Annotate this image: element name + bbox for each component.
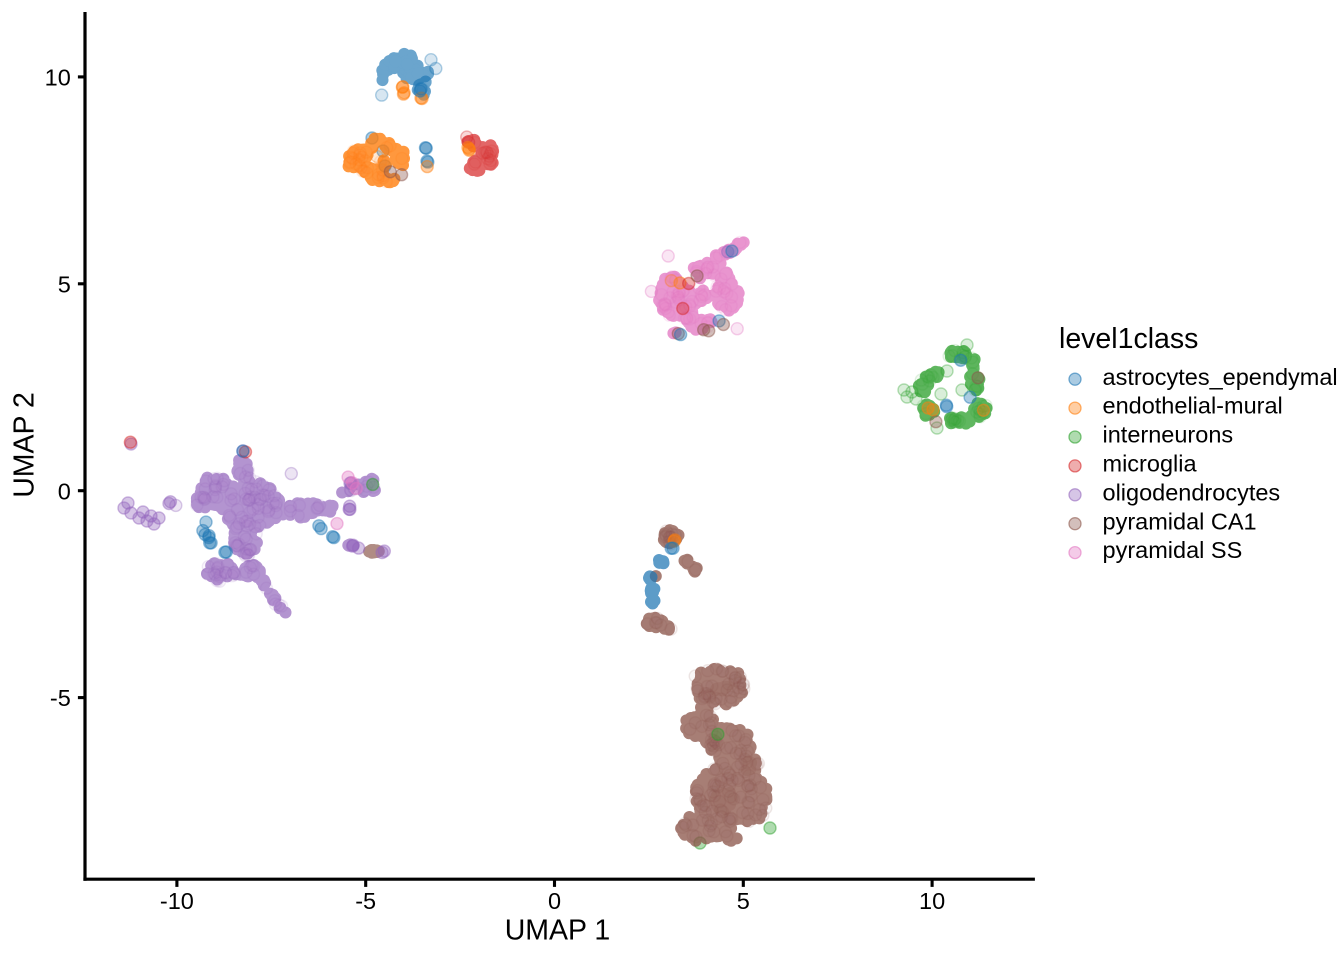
svg-text:-5: -5	[50, 685, 71, 711]
svg-text:level1class: level1class	[1059, 323, 1198, 355]
svg-text:10: 10	[45, 65, 71, 91]
svg-text:oligodendrocytes: oligodendrocytes	[1103, 479, 1281, 505]
svg-text:0: 0	[58, 478, 71, 504]
svg-text:microglia: microglia	[1103, 451, 1198, 477]
svg-text:5: 5	[58, 271, 71, 297]
svg-text:interneurons: interneurons	[1103, 422, 1234, 448]
svg-text:0: 0	[548, 888, 561, 914]
svg-text:endothelial-mural: endothelial-mural	[1103, 393, 1283, 419]
svg-text:10: 10	[919, 888, 945, 914]
svg-text:UMAP 1: UMAP 1	[505, 915, 611, 947]
svg-text:-5: -5	[355, 888, 376, 914]
svg-text:pyramidal CA1: pyramidal CA1	[1103, 508, 1257, 534]
svg-text:-10: -10	[160, 888, 194, 914]
svg-text:pyramidal SS: pyramidal SS	[1103, 537, 1243, 563]
svg-text:UMAP 2: UMAP 2	[9, 392, 41, 498]
svg-text:astrocytes_ependymal: astrocytes_ependymal	[1103, 364, 1338, 390]
svg-text:5: 5	[737, 888, 750, 914]
